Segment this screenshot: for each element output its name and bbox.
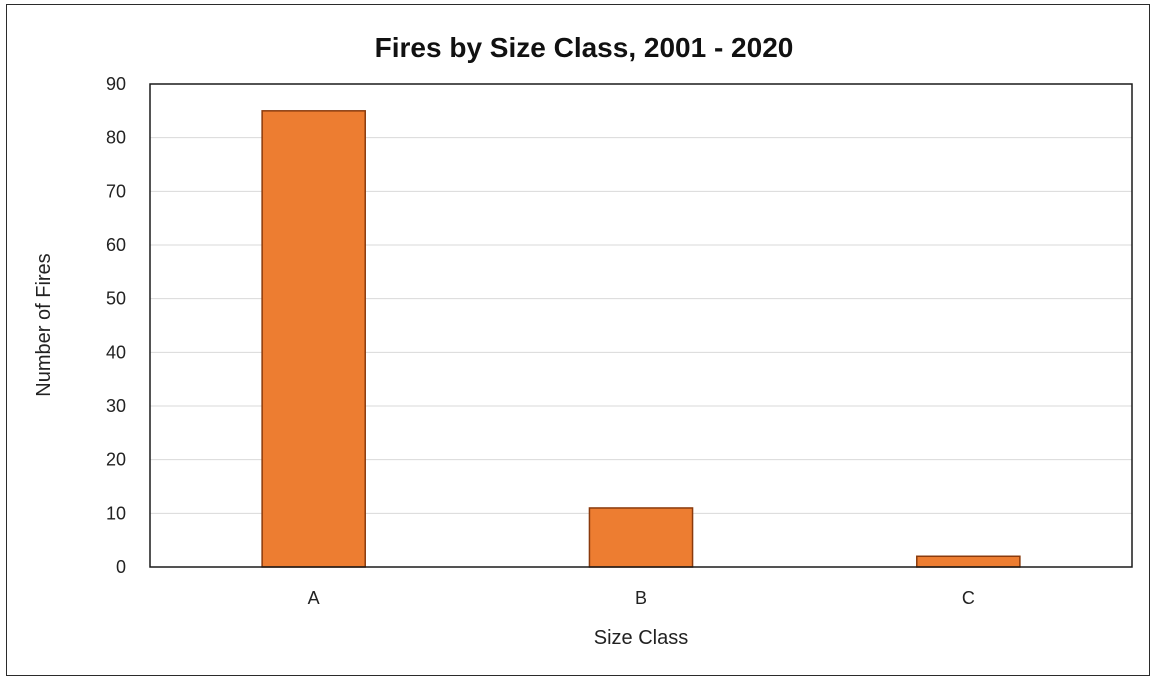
x-axis-ticks: A B C [308, 588, 975, 608]
y-tick-label: 40 [106, 342, 126, 362]
x-axis-title: Size Class [594, 627, 688, 649]
x-tick-label: C [962, 588, 975, 608]
y-tick-label: 70 [106, 181, 126, 201]
y-tick-label: 30 [106, 396, 126, 416]
bar-b [588, 507, 694, 568]
y-tick-label: 60 [106, 235, 126, 255]
bars [261, 110, 1021, 568]
x-tick-label: B [635, 588, 647, 608]
y-axis-ticks: 0 10 20 30 40 50 60 70 80 90 [106, 74, 126, 577]
y-tick-label: 90 [106, 74, 126, 94]
y-tick-label: 50 [106, 289, 126, 309]
y-tick-label: 20 [106, 450, 126, 470]
plot-area [149, 83, 1133, 568]
bar-c [916, 555, 1021, 568]
y-tick-label: 10 [106, 503, 126, 523]
chart-title: Fires by Size Class, 2001 - 2020 [375, 32, 794, 63]
x-tick-label: A [308, 588, 320, 608]
y-tick-label: 80 [106, 128, 126, 148]
y-tick-label: 0 [116, 557, 126, 577]
bar-a [261, 110, 366, 568]
y-axis-title: Number of Fires [33, 253, 55, 396]
